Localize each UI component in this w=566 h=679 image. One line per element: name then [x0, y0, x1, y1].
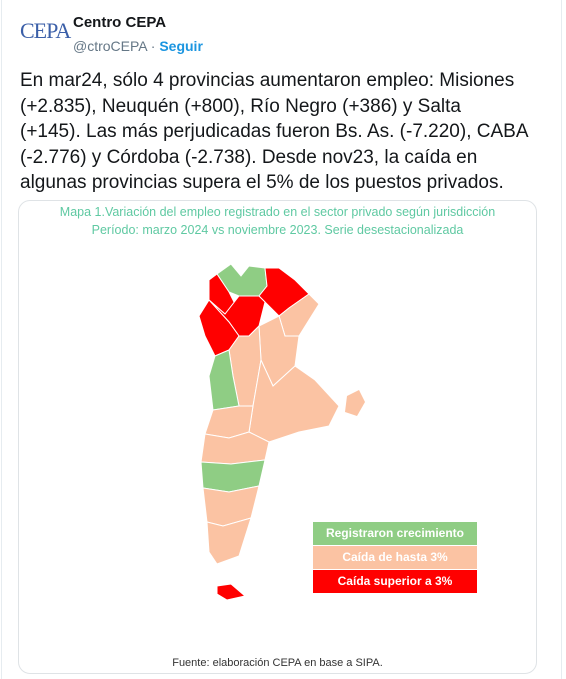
- tweet-line: (+145). Las más perjudicadas fueron Bs. …: [20, 121, 529, 142]
- map-subtitle: Período: marzo 2024 vs noviembre 2023. S…: [91, 223, 464, 237]
- map: [198, 263, 365, 601]
- handle[interactable]: @ctroCEPA: [73, 38, 147, 54]
- tweet-line: (+2.835), Neuquén (+800), Río Negro (+38…: [20, 95, 461, 117]
- tweet-line: algunas provincias supera el 5% de los p…: [20, 172, 504, 193]
- tweet-text: En mar24, sólo 4 provincias aumentaron e…: [20, 68, 529, 196]
- handle-row: @ctroCEPA · Seguir: [73, 38, 203, 54]
- avatar[interactable]: CEPA: [20, 18, 71, 43]
- border-right: [561, 0, 562, 679]
- tweet-line: (-2.776) y Córdoba (-2.738). Desde nov23…: [20, 146, 478, 168]
- media-card[interactable]: Mapa 1.Variación del empleo registrado e…: [18, 200, 537, 674]
- legend-item: Registraron crecimiento: [313, 522, 477, 545]
- map-title: Mapa 1.Variación del empleo registrado e…: [59, 205, 496, 219]
- legend-item: Caída de hasta 3%: [313, 546, 477, 569]
- separator: ·: [150, 38, 156, 54]
- border-left: [1, 0, 2, 679]
- source-note: Fuente: elaboración CEPA en base a SIPA.: [172, 657, 383, 669]
- display-name[interactable]: Centro CEPA: [73, 14, 167, 31]
- legend-item: Caída superior a 3%: [313, 570, 477, 593]
- follow-link[interactable]: Seguir: [159, 38, 203, 54]
- tweet-line: En mar24, sólo 4 provincias aumentaron e…: [20, 70, 515, 91]
